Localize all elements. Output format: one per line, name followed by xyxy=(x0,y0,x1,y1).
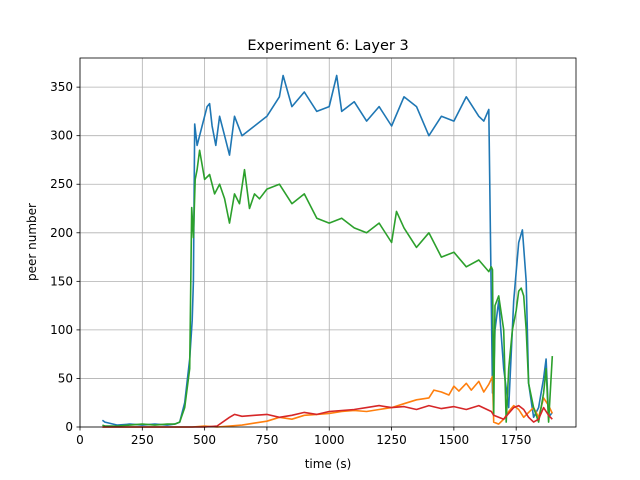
y-tick-label: 50 xyxy=(58,371,73,385)
x-axis-label: time (s) xyxy=(305,457,352,471)
y-tick-label: 200 xyxy=(50,226,73,240)
x-tick-label: 0 xyxy=(76,433,84,447)
x-tick-label: 1750 xyxy=(501,433,532,447)
x-tick-label: 750 xyxy=(255,433,278,447)
series-line-2 xyxy=(102,375,554,428)
series-line-4 xyxy=(102,404,553,428)
series-line-3 xyxy=(102,149,554,427)
x-tick-label: 1000 xyxy=(314,433,345,447)
y-tick-label: 150 xyxy=(50,274,73,288)
y-tick-label: 100 xyxy=(50,323,73,337)
axes-frame xyxy=(79,57,577,428)
plot-area xyxy=(80,58,576,427)
x-tick-label: 1500 xyxy=(439,433,470,447)
ticks: 0 250 500 750 1000 1250 1500 1750 0 50 100 150 200 25… xyxy=(50,80,531,447)
y-axis-label: peer number xyxy=(25,203,39,281)
y-tick-label: 0 xyxy=(65,420,73,434)
x-tick-label: 1250 xyxy=(376,433,407,447)
chart-title: Experiment 6: Layer 3 xyxy=(247,38,408,54)
x-tick-label: 250 xyxy=(131,433,154,447)
series-line-1 xyxy=(101,74,553,426)
y-tick-label: 350 xyxy=(50,80,73,94)
x-tick-label: 500 xyxy=(193,433,216,447)
series-layer xyxy=(101,74,554,428)
y-tick-label: 300 xyxy=(50,129,73,143)
y-tick-label: 250 xyxy=(50,177,73,191)
